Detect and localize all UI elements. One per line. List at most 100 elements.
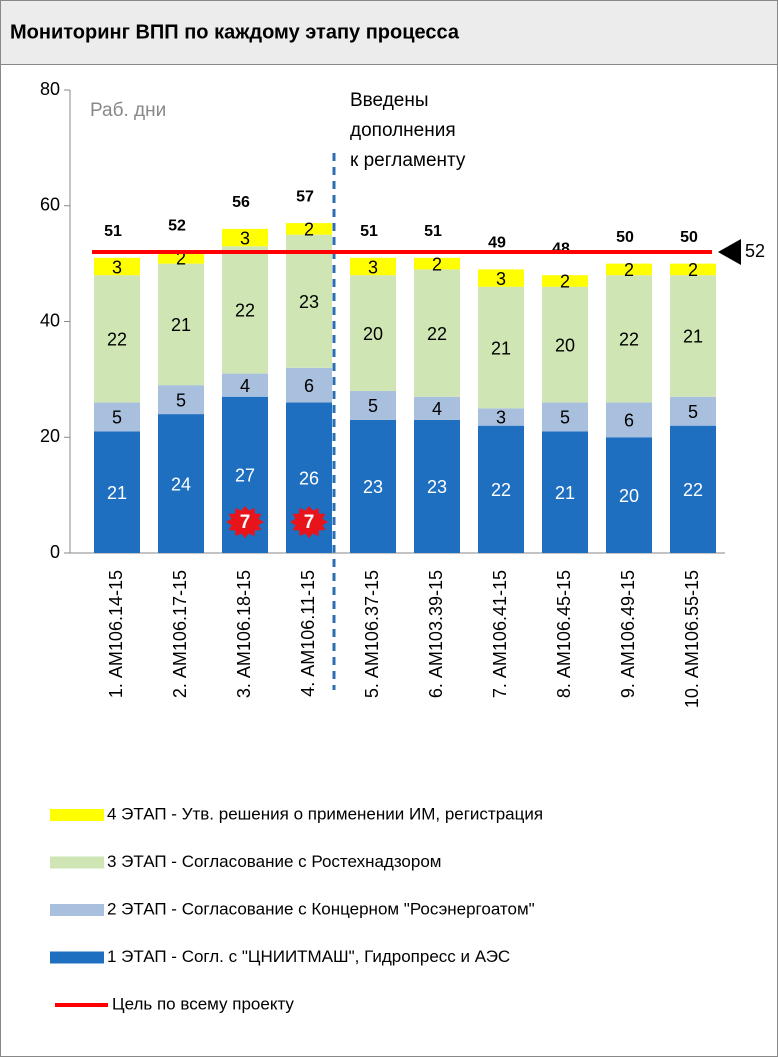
segment-label: 2 [432,254,442,274]
y-tick-label: 80 [40,79,60,99]
legend-label: 3 ЭТАП - Согласование с Ростехнадзором [107,852,442,871]
bar-segment [478,269,524,287]
segment-label: 4 [240,376,250,396]
chart-title: Мониторинг ВПП по каждому этапу процесса [10,21,460,43]
y-tick-label: 0 [50,542,60,562]
bar-segment [158,385,204,415]
segment-label: 22 [619,330,639,350]
total-label: 56 [232,194,250,211]
x-tick-label: 8. АМ106.45-15 [554,570,574,698]
total-label: 50 [680,229,698,246]
bar-segment [350,275,396,391]
bar-segment [222,373,268,397]
segment-label: 6 [624,411,634,431]
bar-segment [350,419,396,553]
bar-segment [94,275,140,403]
bar-segment [414,269,460,397]
x-tick-label: 10. АМ106.55-15 [682,570,702,708]
x-tick-label: 6. АМ103.39-15 [426,570,446,698]
segment-label: 21 [683,327,703,347]
bar-segment [670,275,716,397]
bar-segment [542,286,588,403]
segment-label: 27 [235,466,255,486]
badge-label: 7 [304,512,315,533]
badge [226,505,264,539]
x-tick-label: 3. АМ106.18-15 [234,570,254,698]
legend-label: 2 ЭТАП - Согласование с Концерном "Росэн… [107,899,535,918]
x-tick-label: 7. АМ106.41-15 [490,570,510,698]
total-label: 52 [168,217,186,234]
legend-label: Цель по всему проекту [112,994,294,1013]
badge [290,505,328,539]
bar-segment [158,414,204,553]
annotation: Введены [350,90,429,111]
total-label: 51 [360,223,378,240]
total-label: 49 [488,235,506,252]
legend-swatch [50,904,104,916]
total-label: 48 [552,240,570,257]
bar-segment [94,431,140,553]
segment-label: 5 [368,396,378,416]
bar-segment [414,396,460,420]
bar-segment [606,437,652,553]
bar-segment [286,223,332,235]
legend-swatch [50,856,104,869]
segment-label: 21 [171,315,191,335]
segment-label: 22 [683,480,703,500]
bar-segment [542,431,588,553]
segment-label: 24 [171,474,191,494]
bar-segment [350,257,396,276]
bar-segment [286,367,332,403]
segment-label: 2 [304,220,314,240]
annotation: дополнения [350,120,456,141]
total-label: 51 [104,223,122,240]
target-marker [718,239,741,266]
segment-label: 2 [688,260,698,280]
y-tick-label: 40 [40,310,60,330]
segment-label: 2 [176,249,186,269]
bar-segment [94,257,140,276]
segment-label: 22 [107,330,127,350]
segment-label: 5 [560,408,570,428]
segment-label: 20 [363,324,383,344]
segment-label: 3 [496,269,506,289]
segment-label: 4 [432,399,442,419]
legend-swatch [50,951,104,964]
segment-label: 22 [235,301,255,321]
y-tick-label: 20 [40,426,60,446]
bar-segment [670,396,716,426]
bar-segment [286,234,332,368]
x-tick-label: 9. АМ106.49-15 [618,570,638,698]
x-tick-label: 5. АМ106.37-15 [362,570,382,698]
segment-label: 23 [427,477,447,497]
segment-label: 21 [107,483,127,503]
segment-label: 26 [299,469,319,489]
bar-segment [94,402,140,432]
bar-segment [414,257,460,270]
bar-segment [606,275,652,403]
segment-label: 21 [555,483,575,503]
segment-label: 5 [112,408,122,428]
total-label: 51 [424,223,442,240]
segment-label: 22 [491,480,511,500]
bar-segment [542,402,588,432]
y-axis-label: Раб. дни [90,100,166,121]
segment-label: 3 [240,228,250,248]
bar-segment [158,252,204,264]
badge-label: 7 [240,512,251,533]
bar-segment [478,408,524,426]
header [0,0,778,65]
segment-label: 21 [491,338,511,358]
x-tick-label: 4. АМ106.11-15 [298,570,318,697]
legend-label: 4 ЭТАП - Утв. решения о применении ИМ, р… [107,804,543,823]
segment-label: 3 [496,408,506,428]
bar-segment [670,425,716,553]
bar-segment [222,228,268,247]
segment-label: 3 [112,257,122,277]
annotation: к регламенту [350,150,466,171]
target-label: 52 [745,241,765,261]
segment-label: 5 [688,402,698,422]
bar-segment [350,390,396,420]
legend-swatch [50,809,104,821]
